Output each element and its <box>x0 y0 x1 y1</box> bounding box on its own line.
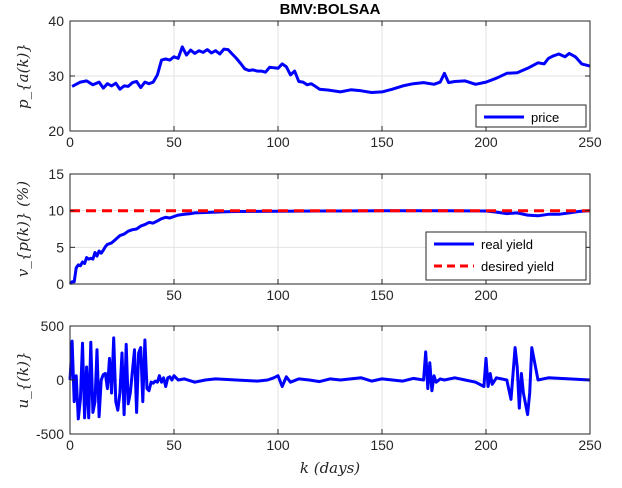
y-tick-label: 20 <box>48 123 64 139</box>
x-tick-label: 0 <box>66 134 74 150</box>
price-panel: 0 50 100 150 200 250 20 30 40 p_{a(k)}price <box>14 13 602 150</box>
y-axis-label: p_{a(k)} <box>14 43 32 109</box>
x-tick-label: 250 <box>578 437 602 453</box>
y-tick-label: 5 <box>56 239 64 255</box>
y-axis-label: v_{p(k)} (%) <box>14 181 32 277</box>
legend-box <box>425 231 587 281</box>
legend: real yield desired yield <box>425 231 587 281</box>
x-tick-label: 100 <box>266 437 290 453</box>
y-tick-label: 0 <box>56 372 64 388</box>
x-tick-label: 50 <box>166 287 182 303</box>
x-tick-label: 100 <box>266 287 290 303</box>
y-axis-label: u_{(k)} <box>14 351 32 408</box>
x-tick-label: 150 <box>370 287 394 303</box>
x-tick-label: 200 <box>474 287 498 303</box>
x-tick-label: 150 <box>370 437 394 453</box>
yield-panel: 50 100 150 200 0 5 10 15 v_{p(k)} (%) real yield d… <box>14 166 591 303</box>
x-tick-label: 100 <box>266 134 290 150</box>
x-tick-label: 50 <box>166 134 182 150</box>
x-tick-label: 150 <box>370 134 394 150</box>
x-tick-label: 200 <box>474 134 498 150</box>
x-axis-label: k (days) <box>300 459 360 477</box>
x-tick-label: 250 <box>578 134 602 150</box>
legend-label: price <box>531 110 559 125</box>
y-tick-label: 40 <box>48 13 64 29</box>
legend-box <box>475 104 587 128</box>
y-tick-label: 10 <box>48 203 64 219</box>
y-tick-label: 30 <box>48 68 64 84</box>
y-tick-label: 0 <box>56 276 64 292</box>
series-line-price <box>71 45 591 94</box>
x-tick-label: 200 <box>474 437 498 453</box>
legend: price <box>475 104 587 128</box>
legend-label: real yield <box>481 237 533 252</box>
axes-box <box>69 173 591 285</box>
y-tick-label: 15 <box>48 166 64 182</box>
x-tick-label: 0 <box>66 437 74 453</box>
chart-title: BMV:BOLSAA <box>280 1 381 18</box>
y-tick-label: 500 <box>41 318 65 334</box>
x-tick-label: 50 <box>166 437 182 453</box>
series-line-control <box>68 336 591 421</box>
legend-label: desired yield <box>481 259 554 274</box>
y-tick-label: -500 <box>36 426 64 442</box>
